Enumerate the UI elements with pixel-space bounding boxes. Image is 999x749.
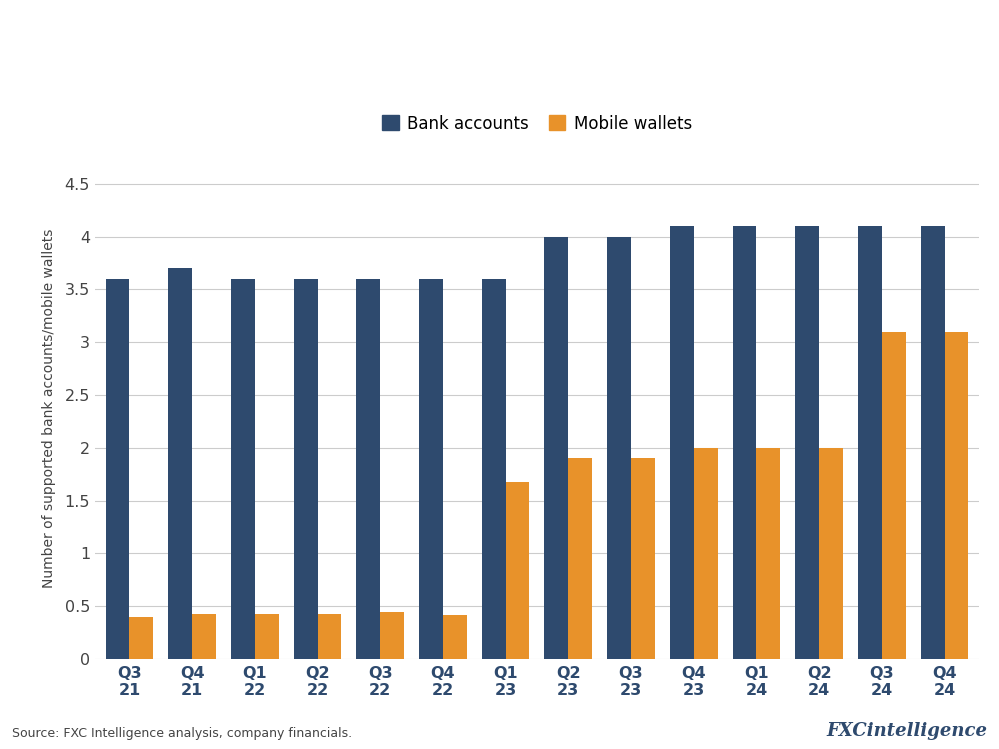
Bar <box>419 279 443 659</box>
Bar <box>819 448 843 659</box>
Bar <box>693 448 717 659</box>
Bar <box>607 237 631 659</box>
Text: Source: FXC Intelligence analysis, company financials.: Source: FXC Intelligence analysis, compa… <box>12 727 352 740</box>
Bar <box>882 332 906 659</box>
Bar <box>357 279 381 659</box>
Bar <box>756 448 780 659</box>
Legend: Bank accounts, Mobile wallets: Bank accounts, Mobile wallets <box>376 108 698 139</box>
Bar <box>294 279 318 659</box>
Bar <box>255 613 279 659</box>
Bar <box>318 613 342 659</box>
Bar <box>944 332 968 659</box>
Text: FXCintelligence: FXCintelligence <box>826 722 987 740</box>
Text: Euronet has continued to build out its network for Ria: Euronet has continued to build out its n… <box>15 31 820 58</box>
Bar <box>130 617 153 659</box>
Bar <box>168 268 192 659</box>
Bar <box>544 237 568 659</box>
Bar <box>858 226 882 659</box>
Bar <box>482 279 505 659</box>
Y-axis label: Number of supported bank accounts/mobile wallets: Number of supported bank accounts/mobile… <box>42 228 56 588</box>
Bar <box>670 226 693 659</box>
Bar <box>732 226 756 659</box>
Bar <box>921 226 944 659</box>
Bar <box>505 482 529 659</box>
Text: Ria network number of bank accounts and wallets served, 2021-2024: Ria network number of bank accounts and … <box>15 83 644 101</box>
Bar <box>568 458 592 659</box>
Bar <box>231 279 255 659</box>
Bar <box>443 615 467 659</box>
Bar <box>192 613 216 659</box>
Bar <box>381 612 404 659</box>
Bar <box>795 226 819 659</box>
Bar <box>631 458 655 659</box>
Bar <box>106 279 130 659</box>
